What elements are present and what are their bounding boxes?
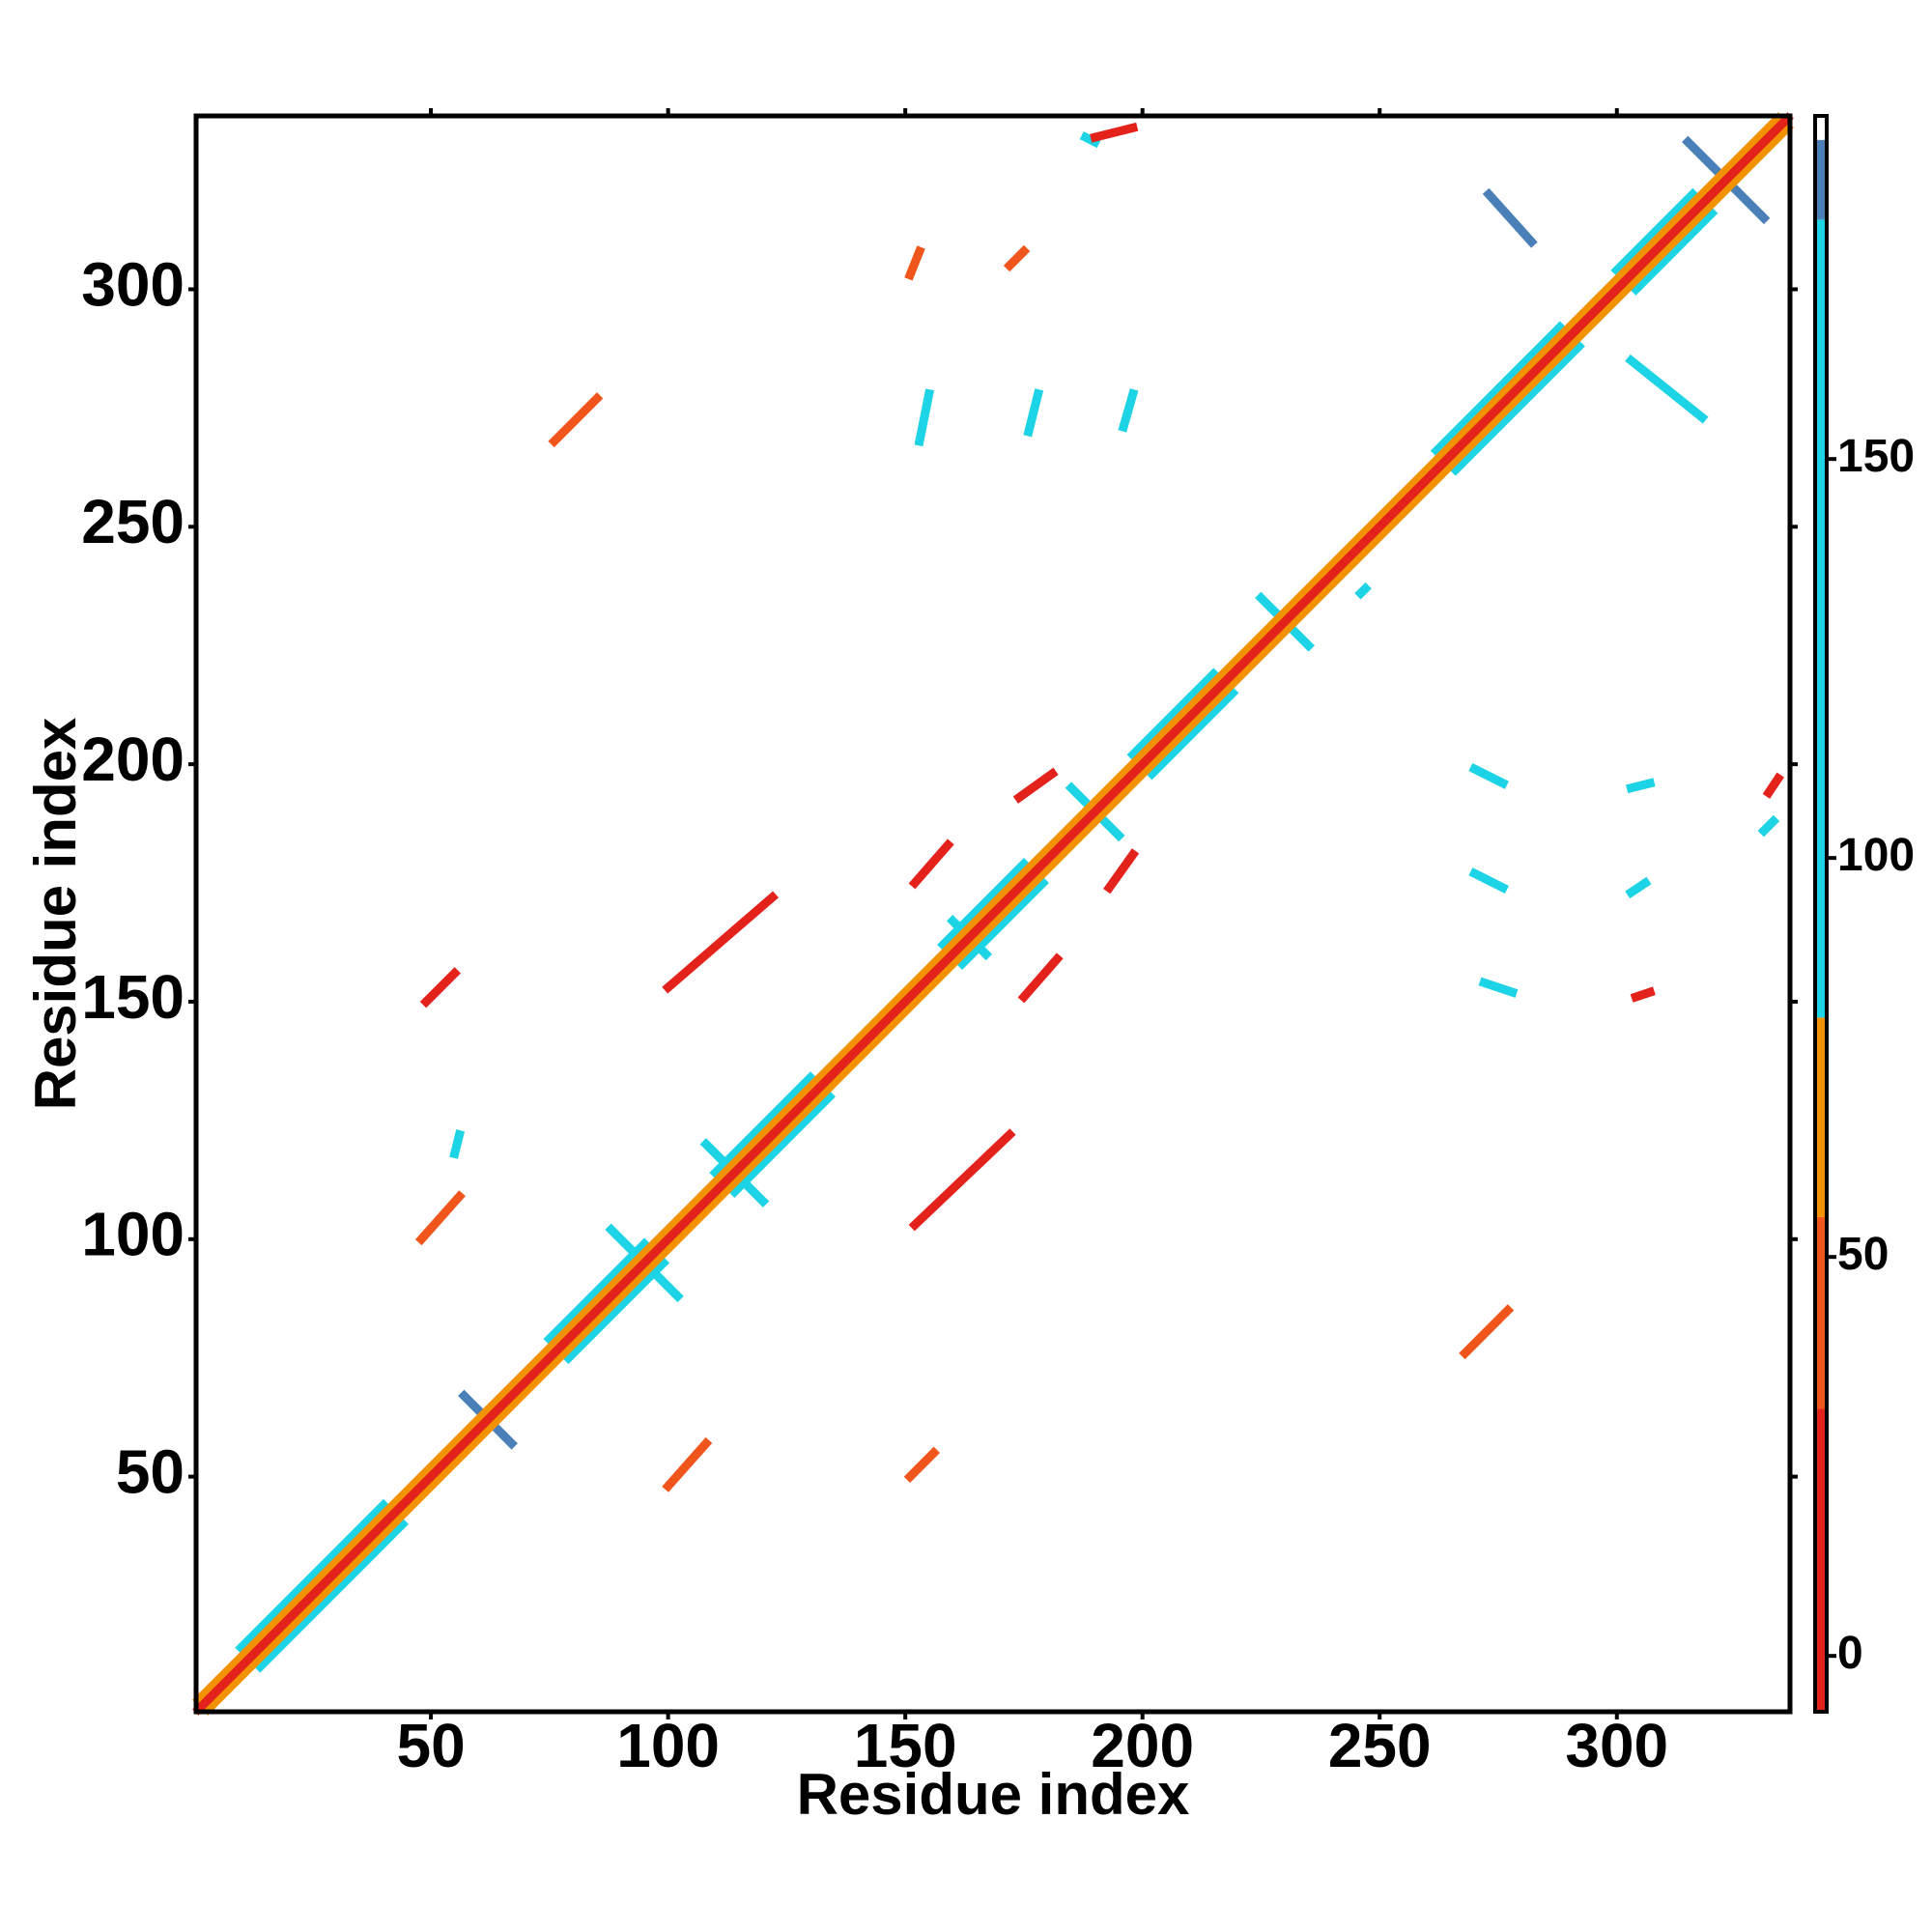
x-tick-label: 100 [616, 1711, 720, 1780]
contact-segment [937, 858, 1031, 952]
colorbar-tick-label: 50 [1837, 1229, 1889, 1280]
contact-segment [253, 1518, 409, 1673]
contact-segment [728, 1090, 836, 1198]
x-tick-label: 200 [1091, 1711, 1194, 1780]
contact-segment [709, 1071, 817, 1179]
colorbar-tick-label: 100 [1837, 830, 1915, 881]
contact-segment [914, 388, 934, 447]
contact-segment [904, 245, 925, 281]
contact-segment [908, 1128, 1016, 1232]
contact-segment [662, 891, 779, 994]
contact-segment [1482, 187, 1538, 248]
contact-segment [1126, 668, 1220, 761]
colorbar-tick-label: 0 [1837, 1628, 1863, 1679]
colorbar-tick-label: 150 [1837, 431, 1915, 482]
contact-segment [903, 1446, 940, 1483]
contact-segment [1430, 321, 1567, 457]
colorbar-band [1815, 139, 1827, 220]
y-tick-label: 200 [81, 724, 185, 794]
contact-segment [1003, 244, 1031, 272]
x-tick-label: 150 [854, 1711, 957, 1780]
colorbar-band [1815, 219, 1827, 1018]
contact-segment [1630, 986, 1656, 1003]
contact-segment [419, 967, 461, 1009]
colorbar-band [1815, 116, 1827, 140]
contact-segment [1090, 122, 1139, 143]
y-tick-label: 300 [81, 249, 185, 319]
contact-segment [192, 112, 1794, 1716]
contact-segment [1478, 977, 1519, 998]
contact-segment [1017, 952, 1064, 1004]
contact-segment [1630, 207, 1719, 296]
x-tick-label: 250 [1328, 1711, 1432, 1780]
contact-segment [543, 1237, 651, 1346]
y-tick-label: 250 [81, 487, 185, 556]
contact-segment [1012, 767, 1059, 804]
y-tick-label: 150 [81, 962, 185, 1032]
contact-segment [1468, 763, 1509, 789]
colorbar-band [1815, 1017, 1827, 1217]
contact-segment [1118, 388, 1139, 433]
contact-segment [1023, 388, 1044, 438]
contact-segment [414, 1190, 466, 1246]
contact-segment [955, 876, 1049, 970]
contact-segment [1610, 187, 1699, 277]
contact-segment [1459, 1304, 1515, 1360]
contact-segment [548, 392, 604, 448]
y-tick-label: 50 [116, 1437, 185, 1507]
contact-segment [1103, 848, 1140, 895]
x-axis-title: Residue index [797, 1762, 1190, 1827]
contact-segment [1146, 687, 1239, 781]
contact-segment [1354, 582, 1372, 600]
contact-segment [1625, 876, 1652, 899]
contact-segment [662, 1436, 713, 1492]
contact-segment [449, 1129, 466, 1159]
contact-segment [562, 1257, 670, 1365]
contact-segment [1468, 867, 1509, 894]
contact-segment [201, 121, 1794, 1716]
colorbar-band [1815, 1408, 1827, 1712]
contact-segment [1757, 814, 1780, 838]
x-tick-label: 300 [1565, 1711, 1668, 1780]
y-axis-title: Residue index [23, 718, 88, 1111]
plot-frame [193, 113, 1793, 1715]
contact-segment [235, 1498, 390, 1654]
colorbar-band [1815, 1216, 1827, 1409]
contact-segment [1449, 340, 1585, 476]
contact-segment [1762, 772, 1784, 799]
x-tick-label: 50 [396, 1711, 465, 1780]
y-tick-label: 100 [81, 1200, 185, 1269]
contact-segment [1626, 778, 1656, 794]
colorbar-frame [1813, 114, 1829, 1714]
contact-segment [192, 112, 1785, 1707]
contact-segment [908, 838, 954, 890]
contact-segment [1625, 354, 1709, 424]
